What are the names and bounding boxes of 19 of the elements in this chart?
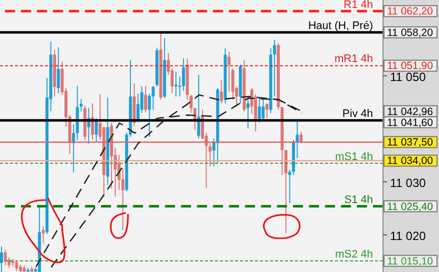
ref-line-label: mR1 4h bbox=[334, 53, 373, 66]
y2-tick-label: 11 041,60 bbox=[387, 116, 434, 129]
y2-tick-label: 11 058,20 bbox=[387, 26, 434, 39]
y2-tick-label: 11 051,90 bbox=[387, 60, 434, 72]
y-tick-label: 11 020 bbox=[390, 228, 426, 243]
y-tick-label: 11 050 bbox=[390, 70, 426, 84]
ref-line-label: S1 4h bbox=[344, 194, 373, 206]
y2-tick-label: 11 015,10 bbox=[387, 255, 434, 268]
ref-line-label: Piv 4h bbox=[342, 108, 373, 120]
y-tick-label: 11 030 bbox=[390, 176, 426, 190]
ref-line-label: R1 4h bbox=[344, 0, 373, 11]
ref-line-label: mS1 4h bbox=[335, 150, 373, 163]
y2-tick-label: 11 025,40 bbox=[387, 200, 434, 213]
y2-tick-label: 11 062,20 bbox=[387, 6, 434, 18]
y2-tick-label: 11 042,96 bbox=[387, 106, 434, 118]
ref-line-label: Haut (H, Pré) bbox=[308, 20, 373, 32]
y2-tick-label: 11 034,00 bbox=[387, 155, 434, 168]
ref-line-label: mS2 4h bbox=[335, 248, 373, 260]
y2-tick-label: 11 037,50 bbox=[387, 136, 434, 149]
